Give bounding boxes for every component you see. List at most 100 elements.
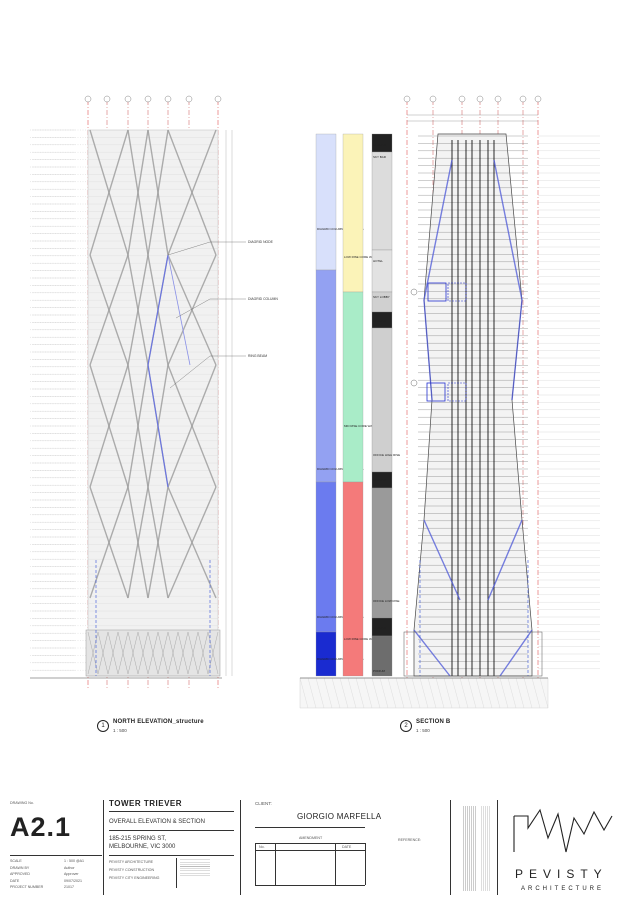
diagrid-column xyxy=(127,486,149,599)
zone-label-diagrid: DIAGRID COLUMNS 2490MM DIA xyxy=(317,227,364,231)
view-scale-2: 1 : 500 xyxy=(416,728,430,733)
note-leader xyxy=(169,355,211,389)
foundation-hatch xyxy=(387,677,397,709)
diagrid-column xyxy=(89,254,129,366)
foundation-hatch xyxy=(315,677,325,709)
zone-label-core: LOW RISE CORE WALLS xyxy=(344,637,379,641)
grid-bubble xyxy=(476,95,484,103)
foundation-hatch xyxy=(339,677,349,709)
podium-brace xyxy=(107,631,119,675)
function-zone xyxy=(371,151,393,251)
meta-label: DRAWN BY xyxy=(10,865,30,870)
foundation-hatch xyxy=(443,677,453,709)
drawing-subtitle: OVERALL ELEVATION & SECTION xyxy=(109,819,205,825)
diagrid-column xyxy=(89,129,129,256)
zone-label-function: SKY BAR xyxy=(373,155,387,159)
foundation-hatch xyxy=(403,677,413,709)
grid-bubble xyxy=(494,95,502,103)
podium-outline xyxy=(403,631,543,677)
foundation-hatch xyxy=(347,677,357,709)
foundation-hatch xyxy=(427,677,437,709)
reference-label: REFERENCE: xyxy=(398,838,422,842)
foundation-hatch xyxy=(523,677,533,709)
view-scale-1: 1 : 500 xyxy=(113,728,127,733)
diagrid-zone xyxy=(315,481,337,633)
diagrid-column xyxy=(127,364,149,488)
core-zone xyxy=(342,291,364,483)
diagrid-column xyxy=(147,486,169,599)
function-zone xyxy=(371,635,393,677)
section-diagrid xyxy=(423,519,461,601)
view-number-2: 2 xyxy=(400,720,412,732)
elevation-note: DIAGRID COLUMN xyxy=(248,297,278,301)
podium-brace xyxy=(177,631,189,675)
meta-label: APPROVED xyxy=(10,872,30,876)
meta-value: Author xyxy=(64,865,75,870)
consultant-2: PEVISTY CONSTRUCTION xyxy=(109,868,155,872)
foundation-hatch xyxy=(531,677,541,709)
zone-label-function: MECHAN xyxy=(373,478,386,482)
diagrid-zone xyxy=(315,133,337,271)
podium-brace xyxy=(157,631,169,675)
section-diagrid xyxy=(499,629,533,677)
meta-value: 09/07/2021 xyxy=(64,878,82,883)
diagrid-highlight xyxy=(147,254,169,366)
zone-label-function: OFFICE HIGH RISE xyxy=(373,453,400,457)
foundation-hatch xyxy=(299,677,309,709)
client-name: GIORGIO MARFELLA xyxy=(297,812,382,821)
diagrid-highlight xyxy=(147,364,169,488)
grid-bubble xyxy=(103,95,111,103)
diagrid-column xyxy=(89,486,129,599)
foundation-hatch xyxy=(459,677,469,709)
core-zone xyxy=(342,481,364,677)
diagrid-node-box xyxy=(427,282,447,302)
section-callout xyxy=(410,379,418,387)
amendment-label: AMENDMENT xyxy=(299,836,323,840)
section-diagrid xyxy=(493,159,523,301)
diagrid-column xyxy=(89,364,129,488)
project-name: TOWER TRIEVER xyxy=(109,799,183,808)
diagrid-column xyxy=(167,129,217,256)
meta-value: 1 : 500 @A1 xyxy=(64,859,85,863)
zone-label-core: MID RISE CORE WALLS xyxy=(344,424,378,428)
meta-value: 21017 xyxy=(64,885,74,889)
podium-brace xyxy=(167,631,179,675)
foundation-hatch xyxy=(379,677,389,709)
podium-brace xyxy=(97,631,109,675)
diagrid-highlight xyxy=(167,254,191,366)
zone-label-core: LOW RISE CORE WALLS xyxy=(344,255,379,259)
grid-bubble xyxy=(534,95,542,103)
zone-label-function: OFFICE LOW RISE xyxy=(373,599,400,603)
diagrid-node-box xyxy=(447,382,467,402)
podium-brace xyxy=(87,631,99,675)
consultant-1: PEVISTY ARCHITECTURE xyxy=(109,860,154,864)
grid-bubble xyxy=(124,95,132,103)
elevation-note: RING BEAM xyxy=(248,354,267,358)
foundation-hatch xyxy=(491,677,501,709)
grid-bubble xyxy=(458,95,466,103)
zone-label-function: PODIUM xyxy=(373,669,386,673)
function-zone xyxy=(371,327,393,473)
core-zone xyxy=(342,133,364,293)
meta-label: DATE xyxy=(10,878,20,883)
diagrid-column xyxy=(147,129,169,256)
foundation-hatch xyxy=(307,677,317,709)
date-label: DATE xyxy=(342,845,352,849)
foundation-hatch xyxy=(395,677,405,709)
note-leader xyxy=(175,298,211,319)
diagrid-zone xyxy=(315,631,337,677)
view-title-north-elevation: NORTH ELEVATION_structure xyxy=(113,719,204,725)
diagrid-column xyxy=(127,129,149,256)
zone-label-function: MECHAN xyxy=(373,143,386,147)
drawing-number: A2.1 xyxy=(10,812,72,842)
pevisty-logo-mark xyxy=(513,808,613,853)
podium-brace xyxy=(137,631,149,675)
grid-bubble xyxy=(403,95,411,103)
zone-label-diagrid: DIAGRID COLUMNS 3110MM DIA xyxy=(317,467,363,471)
north-elevation-drawing: DIAGRID NODE DIAGRID COLUMN RING BEAM DIAGR… xyxy=(30,95,600,709)
zone-label-function: MECHAN xyxy=(373,319,386,323)
podium-brace xyxy=(207,631,219,675)
section-diagrid xyxy=(511,299,523,401)
function-zone xyxy=(371,249,393,293)
